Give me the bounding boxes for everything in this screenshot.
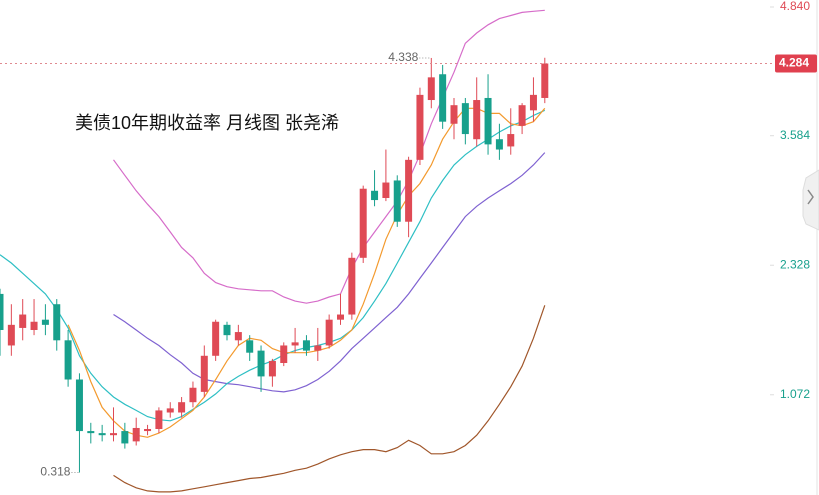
candle-body (155, 410, 163, 429)
candle-body (257, 350, 265, 377)
candle-body (337, 314, 344, 320)
candle-body (53, 304, 61, 341)
candle-body (473, 100, 481, 140)
candle-body (461, 103, 469, 135)
candle-body (41, 319, 49, 325)
indicator-line (113, 9, 545, 304)
candle-body (405, 159, 413, 222)
candle-body (348, 257, 356, 315)
indicator-line (113, 152, 546, 393)
candle-body (314, 345, 322, 351)
y-tick-label: 3.584 (780, 128, 810, 142)
candle-body (234, 332, 242, 341)
candle-body (359, 188, 367, 258)
candle-body (246, 340, 254, 353)
indicator-line (113, 305, 546, 493)
candle-body (0, 293, 4, 330)
side-tab-arrow (807, 189, 814, 205)
candle-body (518, 105, 526, 126)
y-tick-label: 4.840 (780, 0, 810, 13)
candle-body (280, 345, 288, 363)
candle-body (75, 379, 83, 432)
candle-body (87, 431, 95, 434)
y-tick-label: 2.328 (780, 257, 810, 271)
candle-body (178, 402, 186, 413)
candle-body (439, 74, 447, 122)
last-price-label: 4.284 (779, 56, 809, 70)
candle-body (427, 77, 435, 101)
candle-body (371, 190, 379, 201)
candle-body (325, 319, 333, 346)
candle-body (166, 408, 174, 413)
candle-body (132, 427, 140, 442)
candle-body (484, 97, 492, 145)
candle-body (541, 63, 549, 98)
candle-body (302, 340, 310, 351)
candle-body (30, 321, 38, 330)
y-tick-label: 1.072 (780, 387, 810, 401)
candle-body (212, 321, 220, 356)
candle-body (19, 314, 27, 328)
last-price-box (775, 54, 817, 73)
high-label: 4.338 (388, 50, 418, 64)
candle-body (495, 139, 503, 150)
candle-body (529, 94, 537, 111)
candle-body (200, 355, 208, 392)
candle-body (507, 134, 515, 147)
candle-body (291, 342, 299, 346)
indicator-line (67, 107, 546, 438)
candle-body (64, 340, 72, 380)
low-label: 0.318 (40, 465, 70, 479)
candle-body (121, 431, 129, 444)
candle-body (98, 433, 106, 436)
candle-body (382, 182, 390, 198)
candle-body (450, 105, 458, 124)
candle-body (416, 94, 424, 160)
chart-title: 美债10年期收益率 月线图 张尧浠 (75, 113, 339, 133)
candle-body (268, 360, 276, 377)
candle-body (110, 433, 117, 436)
candle-body (223, 324, 231, 336)
candle-body (189, 387, 197, 403)
candle-body (7, 324, 15, 346)
candle-body (393, 180, 401, 222)
candle-body (144, 429, 152, 432)
